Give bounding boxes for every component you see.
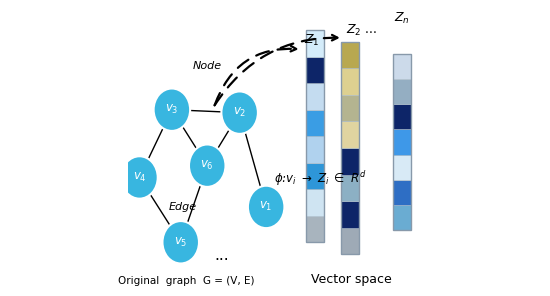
Bar bbox=[342, 228, 359, 254]
Ellipse shape bbox=[222, 91, 258, 134]
Bar bbox=[393, 54, 410, 231]
Bar bbox=[393, 54, 410, 79]
Ellipse shape bbox=[121, 156, 158, 199]
Bar bbox=[306, 110, 323, 136]
Text: $Z_1$: $Z_1$ bbox=[305, 33, 320, 49]
Bar bbox=[393, 155, 410, 180]
Bar bbox=[342, 175, 359, 201]
Text: $v_5$: $v_5$ bbox=[174, 236, 188, 249]
Text: Node: Node bbox=[192, 60, 222, 70]
Ellipse shape bbox=[248, 186, 284, 228]
Bar bbox=[342, 121, 359, 148]
Text: $v_2$: $v_2$ bbox=[233, 106, 246, 119]
Bar bbox=[342, 42, 359, 254]
Ellipse shape bbox=[162, 221, 199, 263]
Bar bbox=[342, 148, 359, 175]
Text: $v_3$: $v_3$ bbox=[165, 103, 179, 116]
Bar bbox=[306, 163, 323, 189]
Bar bbox=[306, 83, 323, 110]
Text: Edge: Edge bbox=[169, 202, 197, 212]
Text: Vector space: Vector space bbox=[311, 274, 392, 287]
Ellipse shape bbox=[153, 89, 190, 131]
Bar bbox=[306, 30, 323, 242]
Text: $v_1$: $v_1$ bbox=[260, 200, 273, 213]
Text: $Z_n$: $Z_n$ bbox=[394, 11, 410, 26]
Bar bbox=[306, 136, 323, 163]
Bar bbox=[306, 30, 323, 57]
Text: $\phi$:$v_i$ $\rightarrow$ $Z_i$ $\in$ $R^d$: $\phi$:$v_i$ $\rightarrow$ $Z_i$ $\in$ $… bbox=[273, 170, 366, 188]
Bar bbox=[393, 129, 410, 155]
Bar bbox=[306, 189, 323, 216]
Text: ...: ... bbox=[214, 248, 229, 263]
Bar bbox=[342, 95, 359, 121]
Bar bbox=[342, 201, 359, 228]
Ellipse shape bbox=[189, 144, 226, 187]
Bar bbox=[393, 180, 410, 205]
Text: $v_6$: $v_6$ bbox=[200, 159, 214, 172]
Bar bbox=[393, 79, 410, 104]
Bar bbox=[306, 216, 323, 242]
Bar bbox=[393, 205, 410, 231]
Text: $v_4$: $v_4$ bbox=[133, 171, 146, 184]
Bar bbox=[306, 57, 323, 83]
Text: $Z_2$ ...: $Z_2$ ... bbox=[346, 22, 377, 38]
Bar bbox=[342, 42, 359, 68]
Text: Original  graph  G = (V, E): Original graph G = (V, E) bbox=[118, 276, 255, 287]
Bar bbox=[393, 104, 410, 129]
Bar bbox=[342, 68, 359, 95]
